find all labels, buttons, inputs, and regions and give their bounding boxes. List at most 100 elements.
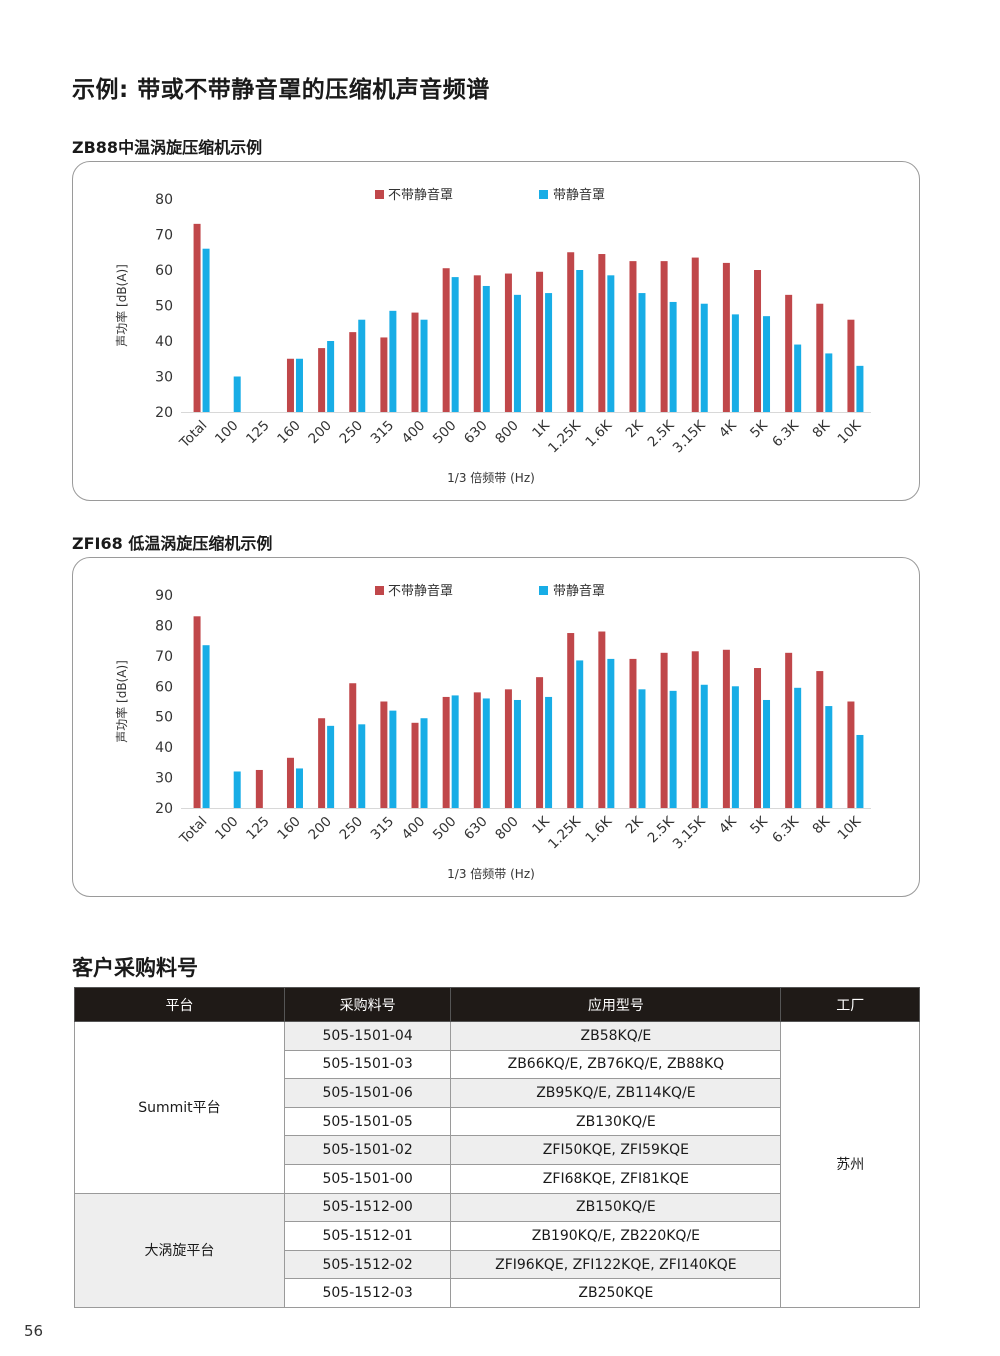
bar-with-enclosure [669, 301, 677, 412]
bar-with-enclosure [202, 248, 210, 412]
bar-with-enclosure [825, 353, 833, 412]
chart-title-zb88: ZB88中温涡旋压缩机示例 [72, 138, 263, 157]
y-tick-label: 20 [155, 801, 173, 817]
bar-no-enclosure [567, 252, 575, 412]
bar-no-enclosure [598, 254, 606, 412]
bar-no-enclosure [785, 652, 793, 808]
legend-label-no-enclosure: 不带静音罩 [388, 187, 453, 203]
bar-no-enclosure [193, 616, 201, 808]
bar-with-enclosure [700, 684, 708, 808]
x-tick-label: 400 [399, 418, 429, 448]
bar-no-enclosure [380, 701, 388, 808]
y-axis-label: 声功率 [dB(A)] [114, 264, 129, 347]
models-cell: ZFI50KQE, ZFI59KQE [450, 1135, 782, 1165]
models-cell: ZFI68KQE, ZFI81KQE [450, 1163, 782, 1194]
bar-no-enclosure [567, 633, 575, 808]
bar-with-enclosure [295, 358, 303, 412]
bar-with-enclosure [545, 696, 553, 808]
bar-with-enclosure [233, 771, 241, 808]
x-tick-label: 200 [305, 814, 335, 844]
x-tick-label: 630 [461, 814, 491, 844]
part-number-cell: 505-1501-03 [283, 1049, 452, 1080]
bar-no-enclosure [691, 257, 699, 412]
table-row: 505-1501-06 ZB95KQ/E, ZB114KQ/E [75, 1078, 920, 1108]
x-tick-label: 125 [243, 418, 273, 448]
bar-no-enclosure [442, 696, 450, 808]
models-cell: ZB66KQ/E, ZB76KQ/E, ZB88KQ [450, 1049, 782, 1080]
x-tick-label: Total [176, 814, 210, 848]
bar-with-enclosure [389, 710, 397, 808]
x-axis-label: 1/3 倍频带 (Hz) [447, 470, 535, 485]
x-tick-label: 500 [430, 418, 460, 448]
x-tick-label: 4K [716, 813, 740, 837]
bar-with-enclosure [451, 277, 459, 412]
y-tick-label: 40 [155, 740, 173, 756]
bar-with-enclosure [358, 319, 366, 412]
x-tick-label: 200 [305, 418, 335, 448]
bar-no-enclosure [504, 273, 512, 412]
y-tick-label: 60 [155, 679, 173, 695]
y-tick-label: 30 [155, 370, 173, 386]
models-cell: ZB130KQ/E [450, 1106, 782, 1137]
x-tick-label: 1K [529, 417, 553, 441]
part-number-cell: 505-1501-00 [283, 1163, 452, 1194]
table-row: 505-1501-02 ZFI50KQE, ZFI59KQE [75, 1135, 920, 1165]
bar-with-enclosure [233, 376, 241, 412]
models-cell: ZB95KQ/E, ZB114KQ/E [450, 1078, 782, 1108]
header-models: 应用型号 [450, 987, 782, 1022]
bar-no-enclosure [255, 769, 263, 808]
bar-no-enclosure [286, 757, 294, 808]
parts-table-header: 平台 采购料号 应用型号 工厂 [74, 987, 920, 1022]
x-tick-label: 1.25K [545, 813, 585, 853]
x-tick-label: Total [176, 418, 210, 452]
y-tick-label: 70 [155, 649, 173, 665]
table-row: 505-1501-03 ZB66KQ/E, ZB76KQ/E, ZB88KQ [75, 1049, 920, 1080]
x-tick-label: 1.25K [545, 417, 585, 457]
x-tick-label: 1.6K [582, 813, 616, 847]
x-tick-label: 250 [337, 418, 367, 448]
bar-no-enclosure [442, 268, 450, 412]
factory-cell: 苏州 [780, 1021, 920, 1308]
chart-title-zfi68: ZFI68 低温涡旋压缩机示例 [72, 534, 273, 553]
chart-zfi68: 90 80 70 60 50 40 30 20 声功率 [dB(A)] Total 100 125 16… [114, 583, 871, 881]
x-tick-label: 10K [835, 813, 866, 844]
x-tick-label: 6.3K [769, 417, 803, 451]
y-tick-label: 80 [155, 618, 173, 634]
x-tick-label: 5K [747, 417, 771, 441]
header-platform: 平台 [74, 987, 285, 1022]
table-row: 505-1512-01 ZB190KQ/E, ZB220KQ/E [75, 1221, 920, 1251]
bar-with-enclosure [856, 365, 864, 412]
models-cell: ZB190KQ/E, ZB220KQ/E [450, 1221, 782, 1251]
models-cell: ZB58KQ/E [450, 1021, 782, 1051]
bar-no-enclosure [629, 261, 637, 412]
bar-no-enclosure [504, 689, 512, 808]
y-tick-label: 20 [155, 405, 173, 421]
bar-no-enclosure [660, 652, 668, 808]
x-tick-label: 1K [529, 813, 553, 837]
bar-with-enclosure [482, 698, 490, 808]
y-tick-label: 40 [155, 334, 173, 350]
parts-table: 平台 采购料号 应用型号 工厂 Summit平台 505-1501-04 ZB5… [74, 987, 920, 1308]
legend-label-with-enclosure: 带静音罩 [553, 583, 605, 599]
y-tick-label: 50 [155, 710, 173, 726]
legend-swatch-no-enclosure [375, 586, 384, 595]
models-cell: ZFI96KQE, ZFI122KQE, ZFI140KQE [450, 1249, 782, 1280]
bar-with-enclosure [513, 699, 521, 808]
bar-with-enclosure [358, 724, 366, 808]
part-number-cell: 505-1501-04 [283, 1021, 452, 1051]
bar-with-enclosure [763, 699, 771, 808]
bar-with-enclosure [420, 718, 428, 808]
bar-no-enclosure [847, 319, 855, 412]
page-title: 示例: 带或不带静音罩的压缩机声音频谱 [72, 77, 490, 103]
table-row: 505-1501-00 ZFI68KQE, ZFI81KQE [75, 1163, 920, 1194]
platform-cell-large-scroll: 大涡旋平台 [74, 1192, 285, 1308]
bar-no-enclosure [380, 337, 388, 412]
part-number-cell: 505-1501-06 [283, 1078, 452, 1108]
bar-with-enclosure [389, 310, 397, 412]
legend-label-with-enclosure: 带静音罩 [553, 187, 605, 203]
bar-no-enclosure [754, 668, 762, 808]
bar-with-enclosure [856, 734, 864, 808]
bar-with-enclosure [731, 686, 739, 808]
x-tick-label: 315 [368, 814, 398, 844]
